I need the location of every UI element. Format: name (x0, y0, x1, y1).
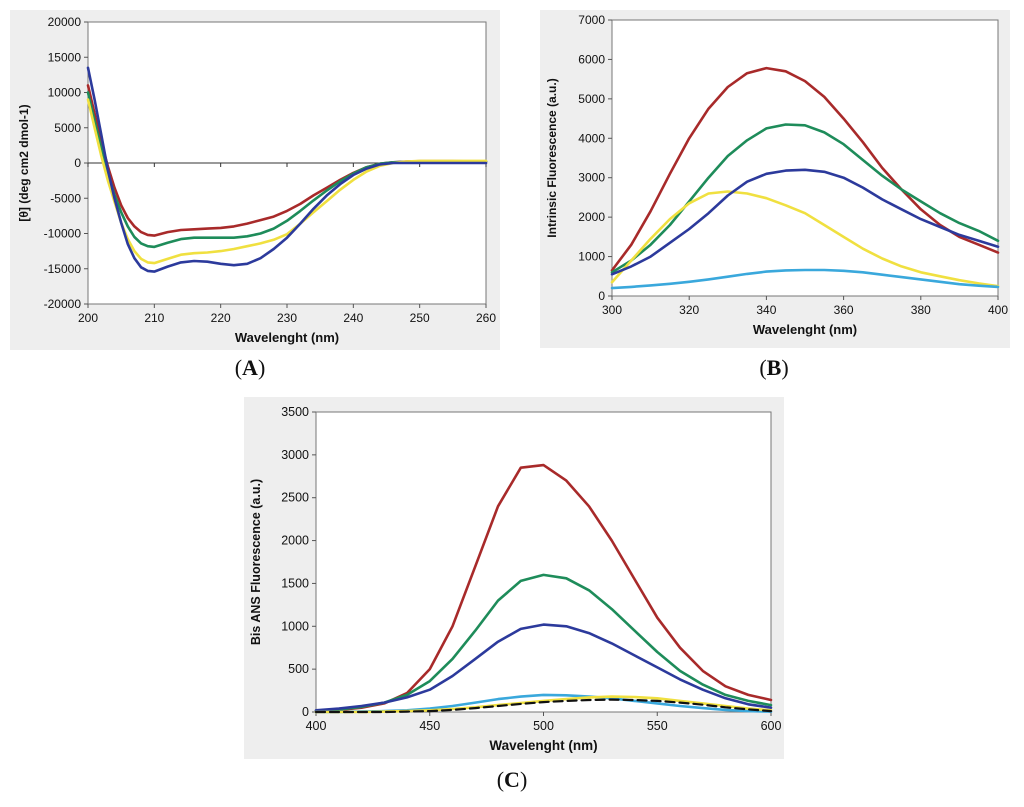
x-tick-label: 210 (144, 311, 164, 325)
x-tick-label: 500 (533, 719, 554, 733)
x-tick-label: 200 (78, 311, 98, 325)
chart-a-svg: -20000 -15000 -10000 -5000 0 5000 10000 15000 20… (17, 15, 496, 345)
y-tick-label: 6000 (578, 52, 605, 66)
y-tick-label: 20000 (48, 15, 82, 29)
y-tick-label: 3000 (578, 171, 605, 185)
y-axis-label: Bis ANS Fluorescence (a.u.) (249, 479, 263, 645)
x-tick-label: 230 (277, 311, 297, 325)
x-tick-label: 380 (911, 303, 931, 317)
y-tick-label: 1000 (281, 619, 309, 633)
x-axis-label: Wavelenght (nm) (753, 322, 857, 337)
series-line-yellow (610, 190, 1000, 288)
y-tick-label: 7000 (578, 13, 605, 27)
series-line-green (610, 123, 1000, 274)
y-tick-label: 15000 (48, 50, 82, 64)
y-tick-label: -20000 (44, 297, 82, 311)
x-axis-label: Wavelenght (nm) (489, 738, 597, 753)
y-tick-label: 500 (288, 662, 309, 676)
x-tick-label: 550 (647, 719, 668, 733)
y-tick-label: -10000 (44, 227, 82, 241)
x-axis-label: Wavelenght (nm) (235, 330, 339, 345)
y-tick-label: 5000 (578, 92, 605, 106)
x-tick-label: 300 (602, 303, 622, 317)
x-tick-label: 220 (211, 311, 231, 325)
x-tick-label: 400 (988, 303, 1008, 317)
x-tick-label: 250 (410, 311, 430, 325)
chart-panel-a: -20000 -15000 -10000 -5000 0 5000 10000 15000 20… (10, 10, 500, 350)
caption-c: (C) (496, 767, 528, 792)
y-tick-label: 0 (302, 705, 309, 719)
caption-b-letter: B (766, 355, 782, 380)
caption-b: (B) (759, 355, 789, 380)
y-tick-label: 2000 (281, 534, 309, 548)
x-tick-label: 260 (476, 311, 496, 325)
y-axis-label: [θ] (deg cm2 dmol-1) (17, 104, 31, 221)
plot-area (315, 411, 772, 713)
y-tick-label: 0 (598, 289, 605, 303)
series-line-light-blue (610, 268, 1000, 290)
caption-a-letter: A (242, 355, 258, 380)
chart-panel-c: 0 500 1000 1500 2000 2500 3000 3500 400 450 500 550… (244, 397, 784, 759)
chart-panel-b: 0 1000 2000 3000 4000 5000 6000 7000 300 320 340 36… (540, 10, 1010, 348)
y-tick-label: 1500 (281, 576, 309, 590)
caption-a: (A) (234, 355, 266, 380)
y-tick-label: 1000 (578, 250, 605, 264)
chart-c-svg: 0 500 1000 1500 2000 2500 3000 3500 400 450 500 550… (249, 405, 782, 753)
caption-c-letter: C (504, 767, 520, 792)
series-line-black-dashed (314, 698, 773, 714)
x-tick-label: 400 (306, 719, 327, 733)
y-axis-label: Intrinsic Fluorescence (a.u.) (545, 78, 559, 237)
y-tick-label: 3000 (281, 448, 309, 462)
x-tick-label: 320 (679, 303, 699, 317)
x-tick-label: 450 (419, 719, 440, 733)
y-tick-label: 2000 (578, 210, 605, 224)
y-tick-label: 2500 (281, 491, 309, 505)
y-tick-label: 5000 (54, 121, 81, 135)
series-line-blue (86, 66, 488, 273)
series-line-blue (610, 168, 1000, 276)
series-line-blue (314, 623, 773, 712)
x-tick-label: 240 (343, 311, 363, 325)
y-tick-label: 10000 (48, 86, 82, 100)
x-tick-label: 340 (756, 303, 776, 317)
y-tick-label: 3500 (281, 405, 309, 419)
chart-b-svg: 0 1000 2000 3000 4000 5000 6000 7000 300 320 340 36… (545, 13, 1008, 337)
series-line-red (610, 66, 1000, 272)
y-tick-label: 4000 (578, 131, 605, 145)
y-tick-label: -15000 (44, 262, 82, 276)
plot-area (611, 19, 999, 297)
y-tick-label: -5000 (50, 191, 81, 205)
x-tick-label: 600 (761, 719, 782, 733)
x-tick-label: 360 (834, 303, 854, 317)
y-tick-label: 0 (74, 156, 81, 170)
